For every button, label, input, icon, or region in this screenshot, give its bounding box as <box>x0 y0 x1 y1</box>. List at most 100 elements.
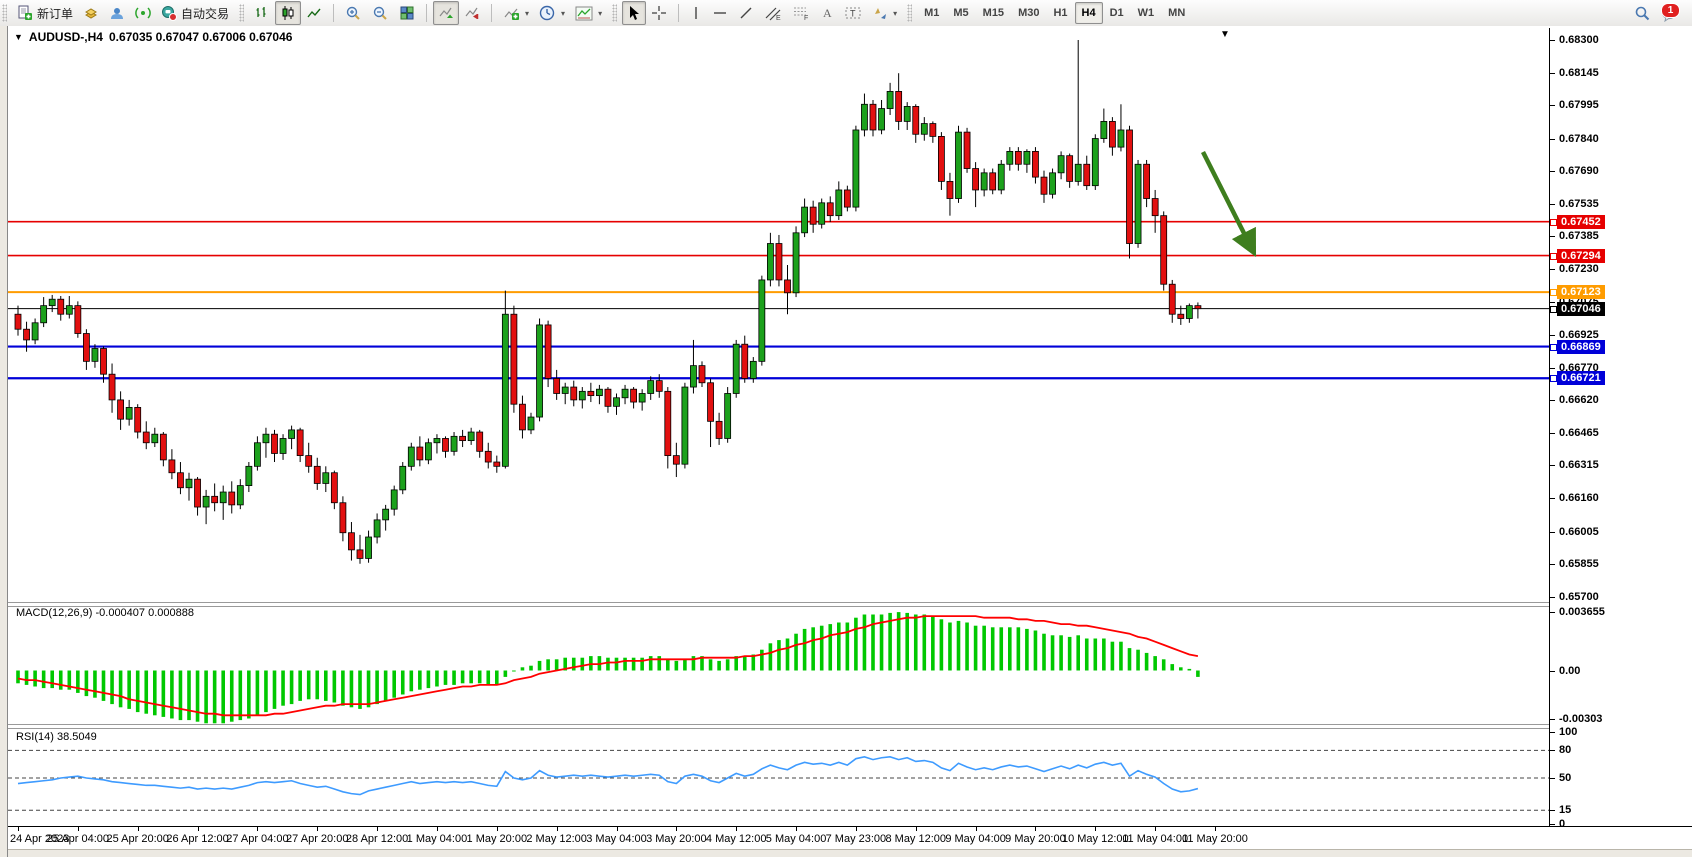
rsi-axis[interactable]: 100 80 50 15 0 <box>1550 726 1692 830</box>
candlestick <box>809 206 817 225</box>
mql5-community-button[interactable] <box>104 1 130 25</box>
macd-histogram-bar <box>828 624 833 671</box>
axis-tick-mark <box>1550 563 1555 565</box>
macd-histogram-bar <box>751 654 756 671</box>
macd-histogram-bar <box>84 670 89 697</box>
time-axis-label: 7 May 23:00 <box>825 833 887 845</box>
price-axis[interactable]: 0.68300 0.68145 0.67995 0.67840 0.67690 0.675… <box>1550 28 1692 603</box>
timeframe-group: M1 M5 M15 M30 H1 H4 D1 W1 MN <box>914 1 1195 25</box>
candlestick <box>253 442 261 467</box>
one-click-trading-toggle[interactable]: ▼ <box>14 32 23 42</box>
chart-info-line: ▼ AUDUSD-,H4 0.67035 0.67047 0.67006 0.6… <box>14 30 292 44</box>
timeframe-w1-button[interactable]: W1 <box>1137 7 1155 19</box>
time-axis-label: 25 Apr 20:00 <box>106 833 169 845</box>
timeframe-h4-button[interactable]: H4 <box>1074 2 1103 24</box>
timeframe-d1-button[interactable]: D1 <box>1109 7 1124 19</box>
macd-histogram-bar <box>400 670 405 695</box>
panel-separator[interactable] <box>8 602 1549 607</box>
axis-tick-label: 0.003655 <box>1559 606 1605 619</box>
macd-histogram-bar <box>144 670 149 714</box>
time-axis-label: 10 May 12:00 <box>1061 833 1129 845</box>
macd-histogram-bar <box>512 670 516 672</box>
horizontal-line-button[interactable] <box>707 1 733 25</box>
signals-button[interactable] <box>130 1 156 25</box>
candlestick <box>1074 163 1082 182</box>
search-button[interactable] <box>1629 1 1656 25</box>
equidistant-channel-button[interactable]: E <box>759 1 787 25</box>
macd-axis[interactable]: 0.003655 0.00 -0.00303 <box>1550 603 1692 725</box>
time-axis[interactable]: 24 Apr 2023 25 Apr 04:00 25 Apr 20:00 26 Ap… <box>8 826 1692 849</box>
arrows-button[interactable]: ▾ <box>867 1 902 25</box>
candlestick <box>40 305 48 324</box>
algo-trading-button[interactable]: 自动交易 <box>156 1 234 25</box>
toolbar-grip[interactable] <box>612 4 618 22</box>
panel-separator[interactable] <box>8 724 1549 729</box>
zoom-out-button[interactable] <box>367 1 394 25</box>
periods-dropdown-arrow[interactable]: ▾ <box>561 8 566 18</box>
candlestick <box>912 106 920 135</box>
zoom-in-button[interactable] <box>340 1 367 25</box>
macd-histogram-bar <box>255 670 260 716</box>
candlestick <box>108 373 116 401</box>
axis-tick-label: 0.66005 <box>1559 525 1599 538</box>
macd-histogram-bar <box>238 670 243 721</box>
toolbar-grip[interactable] <box>239 4 245 22</box>
macd-histogram-bar <box>1119 641 1123 671</box>
rsi-indicator-surface[interactable] <box>8 727 1549 826</box>
trendline-button[interactable] <box>733 1 759 25</box>
macd-histogram-bar <box>819 625 824 671</box>
timeframe-m1-button[interactable]: M1 <box>924 7 940 19</box>
axis-tick-label: 0.65855 <box>1559 557 1599 570</box>
new-order-button[interactable]: 新订单 <box>12 1 78 25</box>
trend-arrow-annotation[interactable] <box>1200 150 1257 258</box>
price-chart-surface[interactable] <box>8 28 1549 602</box>
chat-notifications-button[interactable]: 1 <box>1656 1 1684 25</box>
axis-tick-mark <box>1550 170 1555 172</box>
timeframe-m15-button[interactable]: M15 <box>982 7 1005 19</box>
chart-shift-end-marker[interactable]: ▼ <box>1220 29 1230 40</box>
candlestick <box>561 386 569 394</box>
price-line-badge-pivot: 0.67123 <box>1550 285 1605 300</box>
periods-button[interactable]: ▾ <box>534 1 570 25</box>
toolbar-grip[interactable] <box>2 4 7 22</box>
candlestick <box>1032 151 1039 178</box>
cursor-button[interactable] <box>622 1 647 25</box>
macd-histogram-bar <box>871 614 875 671</box>
timeframe-h1-button[interactable]: H1 <box>1053 7 1068 19</box>
vertical-line-button[interactable] <box>685 1 707 25</box>
text-label-button[interactable]: T <box>839 1 867 25</box>
candlestick <box>31 322 39 341</box>
line-chart-button[interactable] <box>301 1 327 25</box>
macd-indicator-surface[interactable] <box>8 603 1549 724</box>
candlestick <box>519 403 526 431</box>
templates-dropdown-arrow[interactable]: ▾ <box>598 8 603 18</box>
market-depth-button[interactable] <box>78 1 104 25</box>
timeframe-mn-button[interactable]: MN <box>1168 7 1186 19</box>
candlestick-chart-button[interactable] <box>275 1 302 25</box>
macd-histogram-bar <box>204 670 208 724</box>
candlestick <box>1134 163 1142 244</box>
time-tick-mark <box>377 827 379 831</box>
macd-histogram-bar <box>1016 627 1021 671</box>
crosshair-button[interactable] <box>646 1 672 25</box>
macd-histogram-bar <box>178 670 183 721</box>
auto-scroll-button[interactable] <box>433 1 460 25</box>
templates-button[interactable]: ▾ <box>570 1 607 25</box>
indicators-button[interactable]: ▾ <box>498 1 534 25</box>
tile-windows-button[interactable] <box>394 1 420 25</box>
candlestick <box>159 433 167 461</box>
chart-shift-button[interactable] <box>459 1 485 25</box>
indicators-dropdown-arrow[interactable]: ▾ <box>525 8 530 18</box>
toolbar-grip[interactable] <box>907 4 913 22</box>
time-axis-label: 5 May 04:00 <box>765 833 827 845</box>
timeframe-m30-button[interactable]: M30 <box>1018 7 1040 19</box>
timeframe-m5-button[interactable]: M5 <box>953 7 969 19</box>
macd-histogram-bar <box>708 659 713 671</box>
macd-histogram-bar <box>794 633 798 671</box>
bar-chart-button[interactable] <box>249 1 275 25</box>
text-button[interactable]: A <box>815 1 839 25</box>
candlestick <box>1091 138 1099 187</box>
fibonacci-button[interactable]: F <box>787 1 815 25</box>
macd-histogram-bar <box>777 640 781 671</box>
arrows-dropdown-arrow[interactable]: ▾ <box>893 8 898 18</box>
